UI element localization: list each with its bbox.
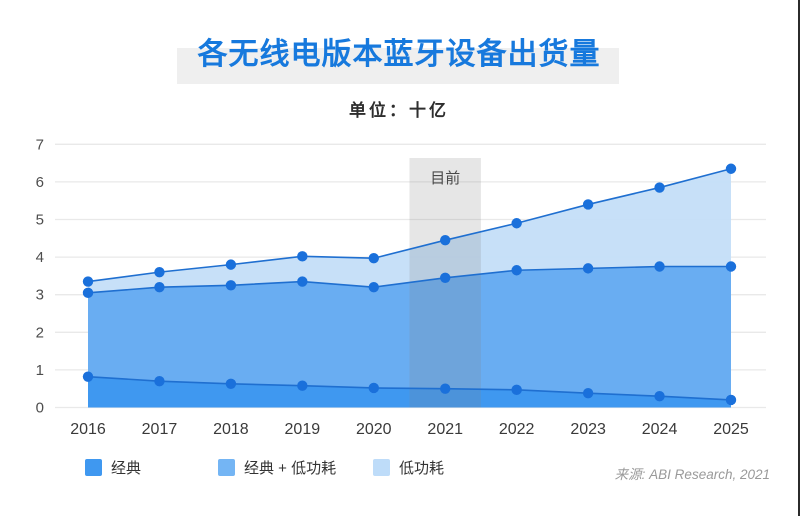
legend-label: 低功耗 [399, 460, 445, 477]
data-point [582, 263, 594, 274]
data-point [582, 388, 594, 399]
x-tick-label: 2022 [499, 421, 535, 438]
data-point [368, 253, 379, 264]
source-note: 来源: ABI Research, 2021 [614, 467, 770, 482]
data-point [225, 378, 237, 390]
data-point [582, 199, 594, 210]
y-tick-label: 1 [36, 362, 44, 379]
data-point [225, 280, 237, 291]
data-point [440, 383, 451, 394]
data-point [82, 276, 94, 287]
data-point [511, 265, 522, 276]
current-label: 目前 [430, 170, 460, 187]
x-tick-label: 2016 [70, 421, 106, 438]
data-point [154, 281, 165, 293]
legend-item-2: 低功耗 [373, 457, 444, 478]
x-tick-label: 2019 [285, 421, 321, 438]
x-tick-label: 2021 [427, 421, 463, 438]
y-tick-label: 0 [36, 400, 44, 417]
legend-item-1: 经典 + 低功耗 [218, 457, 336, 478]
series-line-0 [87, 375, 732, 401]
y-tick-label: 4 [36, 249, 44, 266]
legend-swatch [85, 459, 102, 476]
title-highlight-band [177, 48, 619, 84]
page-title: 各无线电版本蓝牙设备出货量 [197, 38, 601, 71]
x-tick-label: 2017 [142, 421, 178, 438]
data-point [511, 218, 522, 229]
legend: 经典 经典 + 低功耗 低功耗 [85, 457, 645, 479]
x-tick-label: 2024 [642, 421, 678, 438]
unit-label: 单位：十亿 [349, 101, 449, 120]
data-point [725, 261, 737, 272]
chart-svg: 0 1 2 3 4 5 6 7 2016 2017 2018 2019 2020 2021 2022 2023… [36, 136, 766, 438]
data-point [511, 384, 522, 396]
data-point [440, 272, 451, 283]
legend-label: 经典 + 低功耗 [244, 460, 337, 477]
legend-label: 经典 [111, 460, 142, 477]
x-tick-label: 2023 [570, 421, 606, 438]
legend-item-0: 经典 [85, 457, 141, 478]
area-2 [88, 168, 731, 293]
data-point [297, 251, 308, 262]
data-point [654, 391, 665, 402]
y-tick-label: 7 [36, 136, 44, 153]
data-point [154, 266, 165, 278]
data-point [368, 382, 379, 394]
data-point [297, 276, 308, 287]
x-tick-label: 2018 [213, 421, 249, 438]
legend-swatch [218, 459, 235, 476]
data-point [82, 287, 94, 299]
series-line-2 [87, 167, 732, 283]
data-point [225, 259, 237, 270]
y-tick-label: 5 [36, 212, 44, 229]
y-tick-label: 6 [36, 174, 44, 191]
data-point [654, 182, 665, 193]
legend-swatch [373, 459, 390, 476]
series-line-1 [87, 265, 731, 294]
y-tick-label: 2 [36, 324, 44, 341]
y-tick-label: 3 [36, 287, 44, 304]
data-point [725, 163, 737, 174]
data-point [154, 375, 165, 387]
area-1 [88, 266, 731, 400]
data-point [297, 380, 308, 391]
data-point [368, 281, 379, 293]
data-point [82, 371, 94, 382]
x-tick-label: 2025 [713, 421, 749, 438]
data-point [725, 394, 737, 406]
data-point [440, 234, 451, 246]
data-point [654, 261, 665, 272]
x-tick-label: 2020 [356, 421, 392, 438]
